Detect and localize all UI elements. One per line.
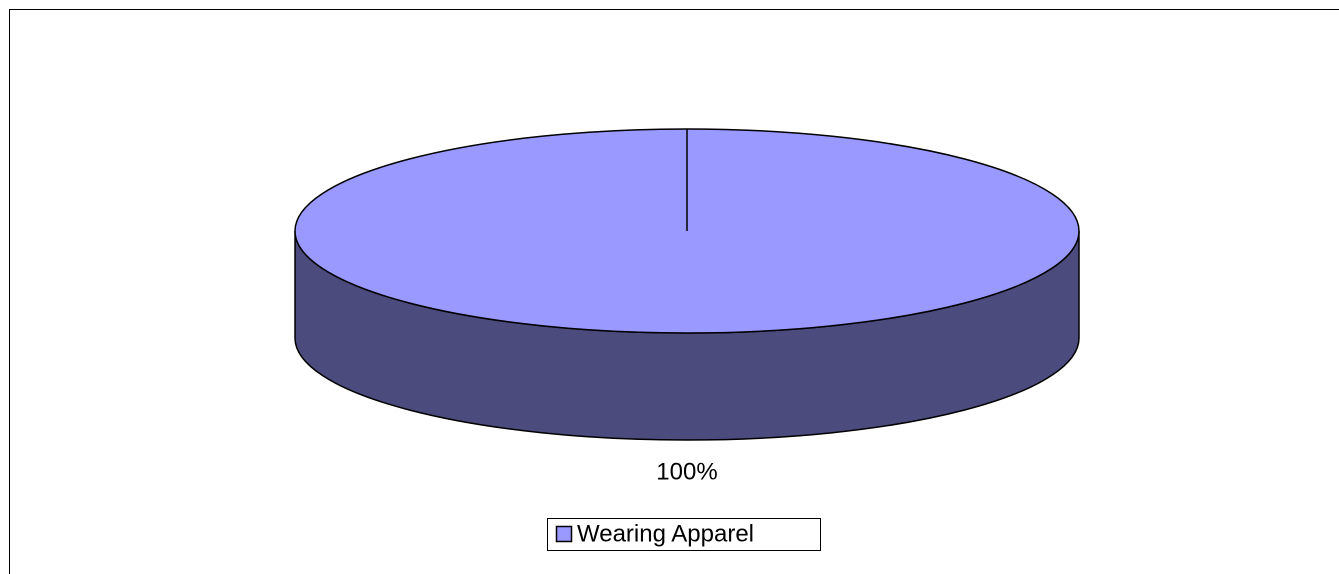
legend-box [547, 518, 821, 551]
legend-swatch [555, 525, 573, 543]
data-label: 100% [656, 458, 717, 485]
legend-label: Wearing Apparel [577, 520, 754, 547]
chart-frame [9, 9, 1339, 574]
